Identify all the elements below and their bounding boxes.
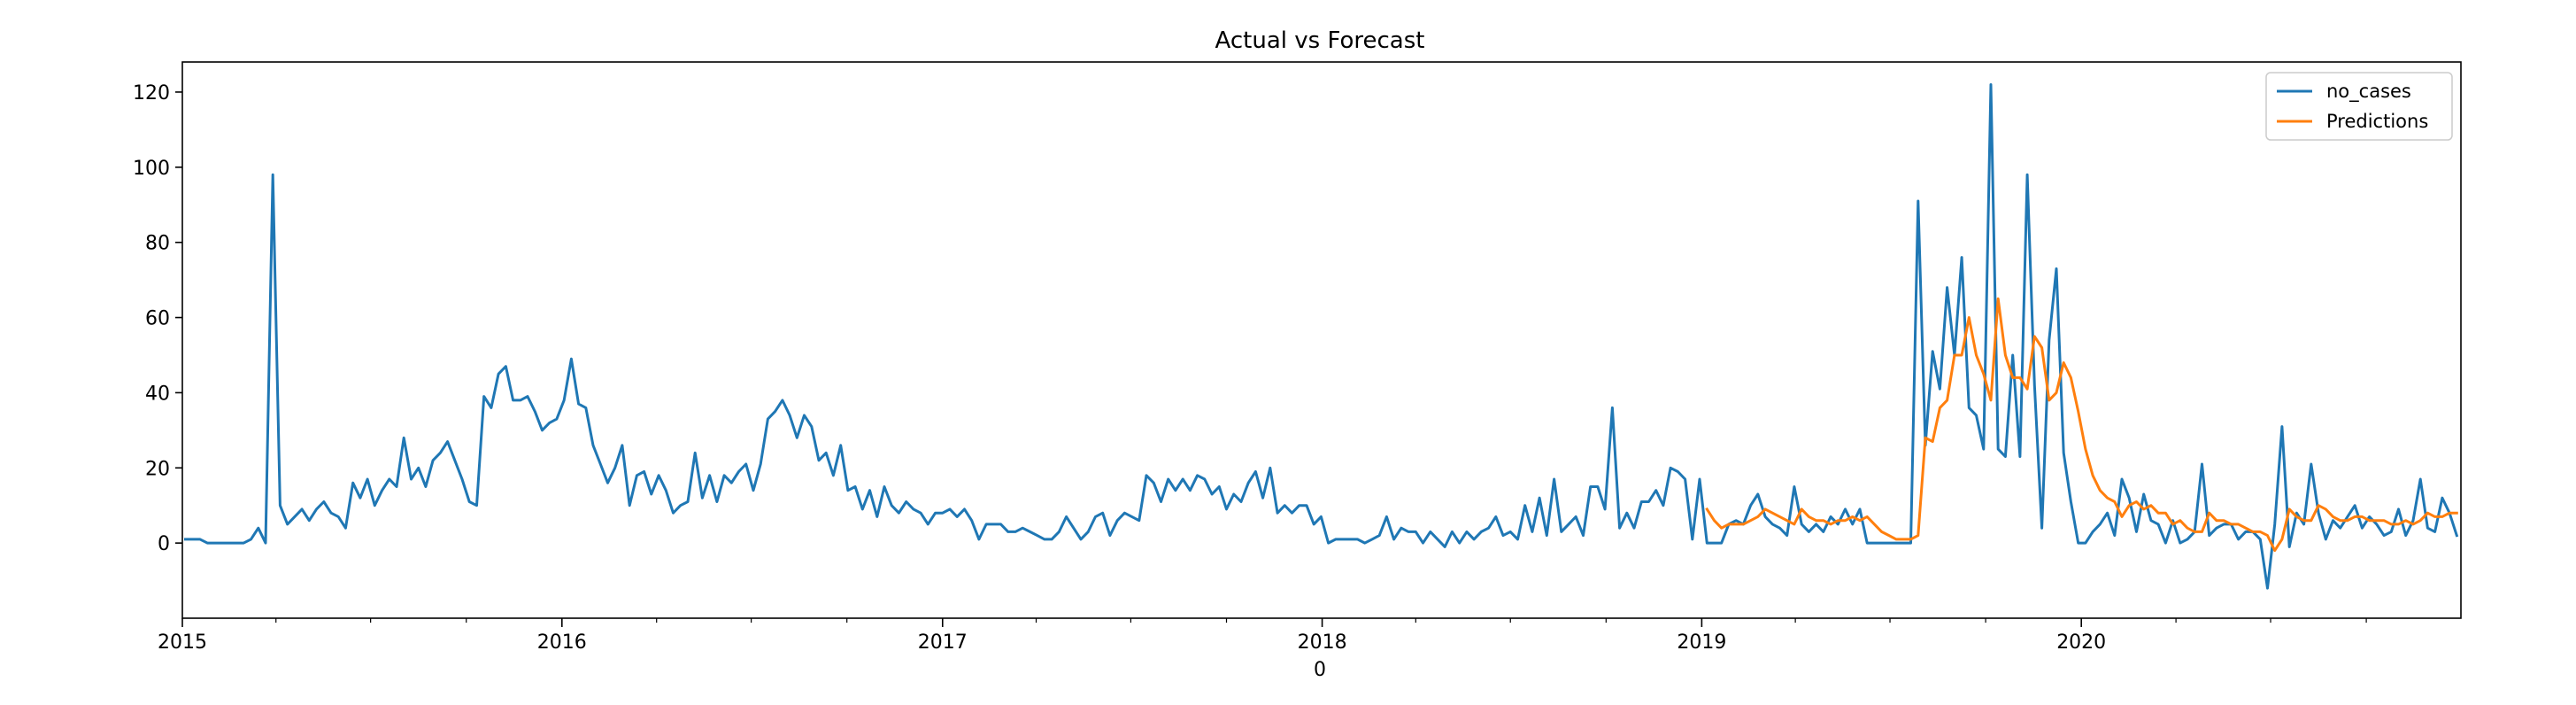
y-tick-label: 20 <box>145 458 170 480</box>
series-line-1 <box>1705 297 2458 553</box>
axes: 0 20 40 60 80 100 120 2015 2016 2017 2018 2019 2020 <box>133 61 2462 654</box>
plot-frame <box>181 61 2462 619</box>
x-tick-label: 2015 <box>158 631 207 654</box>
y-tick-label: 40 <box>145 383 170 405</box>
x-tick-label: 2020 <box>2056 631 2106 654</box>
legend-label-0: no_cases <box>2326 81 2411 103</box>
plot-area <box>184 83 2459 590</box>
y-tick-label: 120 <box>133 82 170 105</box>
legend: no_cases Predictions <box>2265 72 2453 141</box>
x-tick-label: 2016 <box>537 631 587 654</box>
x-tick-label: 2018 <box>1298 631 1347 654</box>
x-tick-label: 2019 <box>1677 631 1726 654</box>
x-tick-label: 2017 <box>918 631 968 654</box>
series-line-0 <box>184 83 2459 590</box>
chart-title: Actual vs Forecast <box>1215 27 1425 54</box>
x-axis-label: 0 <box>1314 659 1326 681</box>
y-tick-label: 100 <box>133 158 170 180</box>
y-tick-label: 0 <box>158 533 170 555</box>
y-tick-label: 80 <box>145 233 170 255</box>
legend-label-1: Predictions <box>2326 111 2428 132</box>
y-tick-label: 60 <box>145 308 170 330</box>
legend-box <box>2265 72 2453 141</box>
